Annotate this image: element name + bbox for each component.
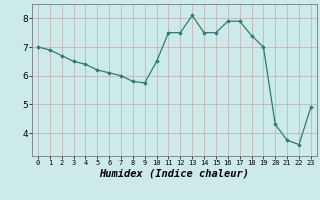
X-axis label: Humidex (Indice chaleur): Humidex (Indice chaleur) [100,169,249,179]
